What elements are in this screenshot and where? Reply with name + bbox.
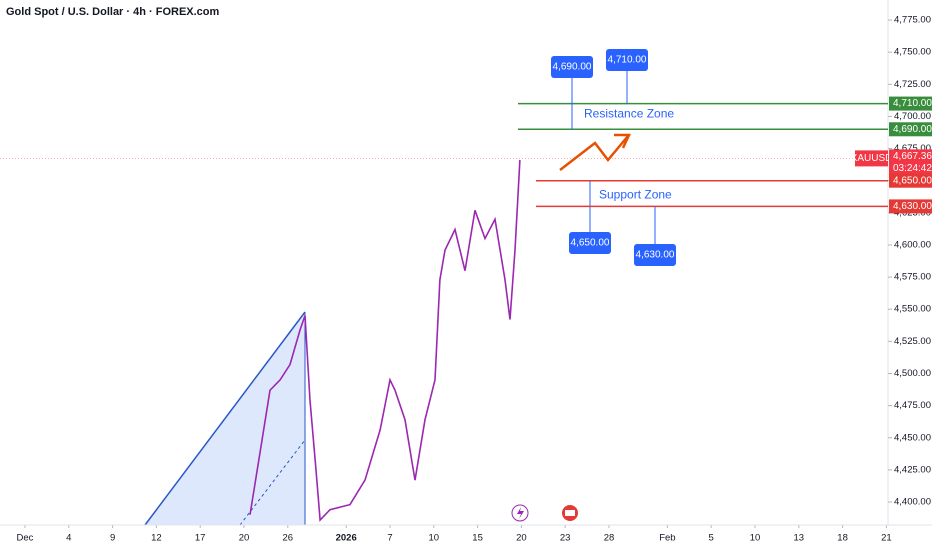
callout-box — [606, 49, 648, 71]
y-tick-label: 4,775.00 — [894, 15, 931, 26]
zone-label: Support Zone — [599, 188, 672, 202]
x-tick-label: 20 — [239, 533, 250, 544]
callout-label: 4,690.00 — [553, 62, 592, 73]
y-tick-label: 4,600.00 — [894, 239, 931, 250]
x-tick-label: 9 — [110, 533, 115, 544]
x-tick-label: 12 — [151, 533, 162, 544]
chart-title: Gold Spot / U.S. Dollar · 4h · FOREX.com — [6, 6, 220, 18]
y-tick-label: 4,575.00 — [894, 272, 931, 283]
symbol-tag — [855, 150, 888, 167]
callout-label: 4,650.00 — [571, 238, 610, 249]
x-tick-label: 7 — [387, 533, 392, 544]
projection-arrow — [559, 135, 629, 171]
x-tick-label: 5 — [709, 533, 714, 544]
y-tick-label: 4,450.00 — [894, 432, 931, 443]
symbol-label: XAUUSD — [851, 153, 893, 164]
x-tick-label: 10 — [750, 533, 761, 544]
x-tick-label: 26 — [283, 533, 294, 544]
level-label: 4,650.00 — [893, 175, 932, 186]
x-tick-label: 17 — [195, 533, 206, 544]
x-tick-label: 15 — [472, 533, 483, 544]
price-line — [249, 160, 521, 522]
event-flag — [565, 510, 575, 516]
level-label: 4,710.00 — [893, 98, 932, 109]
callout-box — [634, 244, 676, 266]
x-tick-label: 18 — [837, 533, 848, 544]
x-tick-label: 20 — [516, 533, 527, 544]
x-tick-label: 4 — [66, 533, 71, 544]
y-tick-label: 4,675.00 — [894, 143, 931, 154]
callout-label: 4,630.00 — [636, 250, 675, 261]
countdown-label: 03:24:42 — [893, 163, 932, 174]
last-price-label: 4,667.36 — [893, 151, 932, 162]
arrow-head — [614, 133, 631, 149]
y-tick-label: 4,525.00 — [894, 336, 931, 347]
callout-box — [551, 56, 593, 78]
level-box — [889, 122, 932, 137]
y-tick-label: 4,425.00 — [894, 464, 931, 475]
level-box — [889, 199, 932, 214]
y-tick-label: 4,725.00 — [894, 79, 931, 90]
x-tick-label: 28 — [604, 533, 615, 544]
y-tick-label: 4,475.00 — [894, 400, 931, 411]
event-bolt — [517, 507, 524, 519]
zone-label: Resistance Zone — [584, 107, 674, 121]
y-tick-label: 4,550.00 — [894, 304, 931, 315]
level-box — [889, 96, 932, 111]
last-price-box — [889, 149, 932, 177]
x-tick-label: Feb — [659, 533, 675, 544]
y-tick-label: 4,750.00 — [894, 47, 931, 58]
x-tick-label: Dec — [17, 533, 34, 544]
callout-box — [569, 232, 611, 254]
callout-label: 4,710.00 — [608, 55, 647, 66]
x-tick-label: 2026 — [336, 533, 357, 544]
y-tick-label: 4,400.00 — [894, 497, 931, 508]
y-tick-label: 4,700.00 — [894, 111, 931, 122]
level-label: 4,690.00 — [893, 124, 932, 135]
triangle-edge — [144, 311, 306, 526]
x-tick-label: 13 — [794, 533, 805, 544]
y-tick-label: 4,500.00 — [894, 368, 931, 379]
level-box — [889, 173, 932, 188]
x-tick-label: 21 — [881, 533, 892, 544]
x-tick-label: 10 — [429, 533, 440, 544]
level-label: 4,630.00 — [893, 201, 932, 212]
x-tick-label: 23 — [560, 533, 571, 544]
